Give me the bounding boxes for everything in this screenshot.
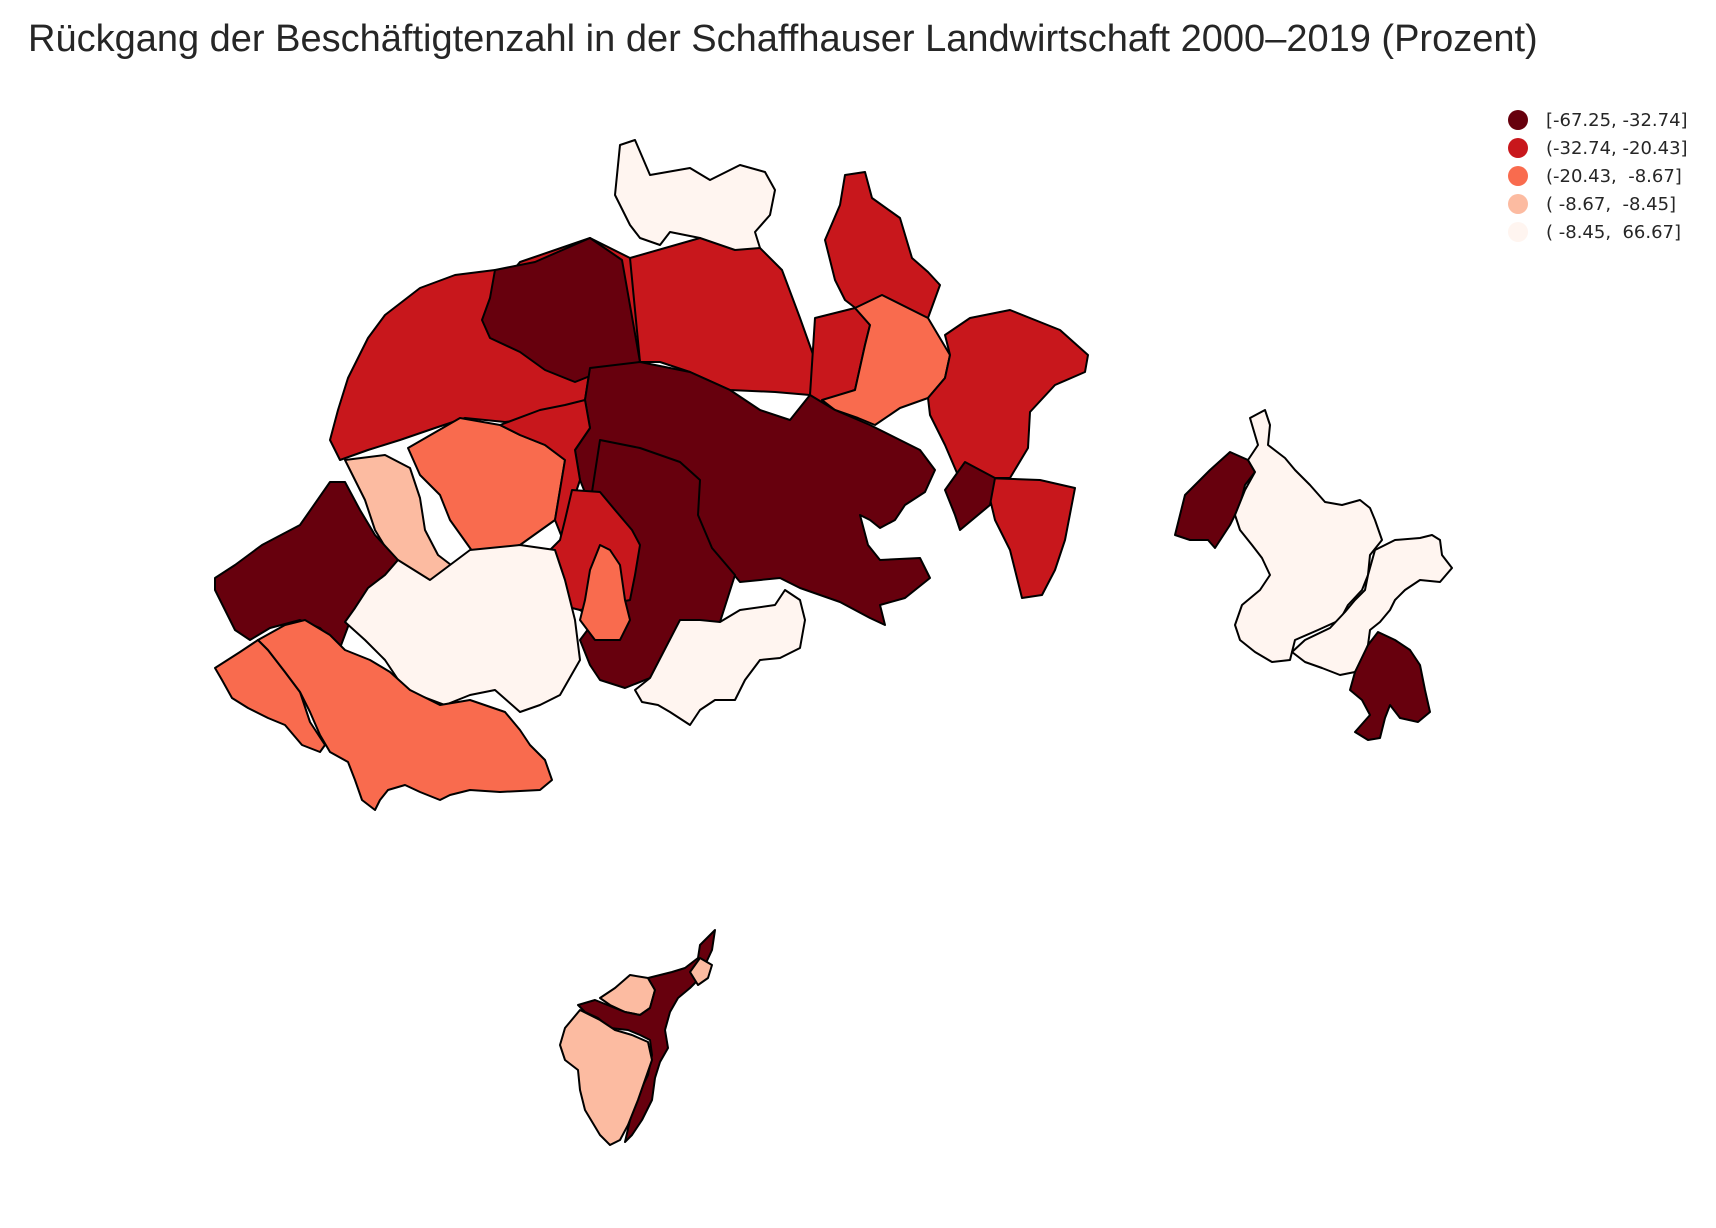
municipality-region[interactable] [927, 309, 1089, 481]
municipality-region[interactable] [984, 477, 1076, 599]
municipality-region[interactable] [689, 957, 713, 986]
municipality-region[interactable] [614, 139, 776, 259]
municipality-region[interactable] [344, 544, 581, 713]
legend-swatch [1508, 166, 1528, 186]
municipality-region[interactable] [579, 544, 631, 641]
legend: [-67.25, -32.74] (-32.74, -20.43] (-20.4… [1508, 106, 1688, 246]
municipality-region[interactable] [821, 294, 951, 426]
legend-swatch [1508, 138, 1528, 158]
municipality-region[interactable] [634, 589, 806, 726]
legend-label: ( -8.67, -8.45] [1546, 193, 1677, 215]
legend-item: (-20.43, -8.67] [1508, 162, 1688, 190]
legend-swatch [1508, 110, 1528, 130]
legend-label: (-20.43, -8.67] [1546, 165, 1682, 187]
municipality-region[interactable] [257, 619, 553, 811]
municipality-region[interactable] [559, 1009, 653, 1146]
legend-item: ( -8.67, -8.45] [1508, 190, 1688, 218]
legend-item: [-67.25, -32.74] [1508, 106, 1688, 134]
municipality-region[interactable] [481, 237, 641, 383]
legend-label: [-67.25, -32.74] [1546, 109, 1688, 131]
legend-item: ( -8.45, 66.67] [1508, 218, 1688, 246]
legend-item: (-32.74, -20.43] [1508, 134, 1688, 162]
municipality-region[interactable] [1349, 631, 1431, 741]
municipality-region[interactable] [944, 461, 996, 531]
legend-label: ( -8.45, 66.67] [1546, 221, 1682, 243]
municipality-region[interactable] [1234, 409, 1383, 663]
legend-label: (-32.74, -20.43] [1546, 137, 1688, 159]
municipality-region[interactable] [1291, 534, 1453, 676]
municipality-region[interactable] [577, 929, 716, 1143]
legend-swatch [1508, 194, 1528, 214]
legend-swatch [1508, 222, 1528, 242]
map-title: Rückgang der Beschäftigtenzahl in der Sc… [28, 18, 1538, 60]
